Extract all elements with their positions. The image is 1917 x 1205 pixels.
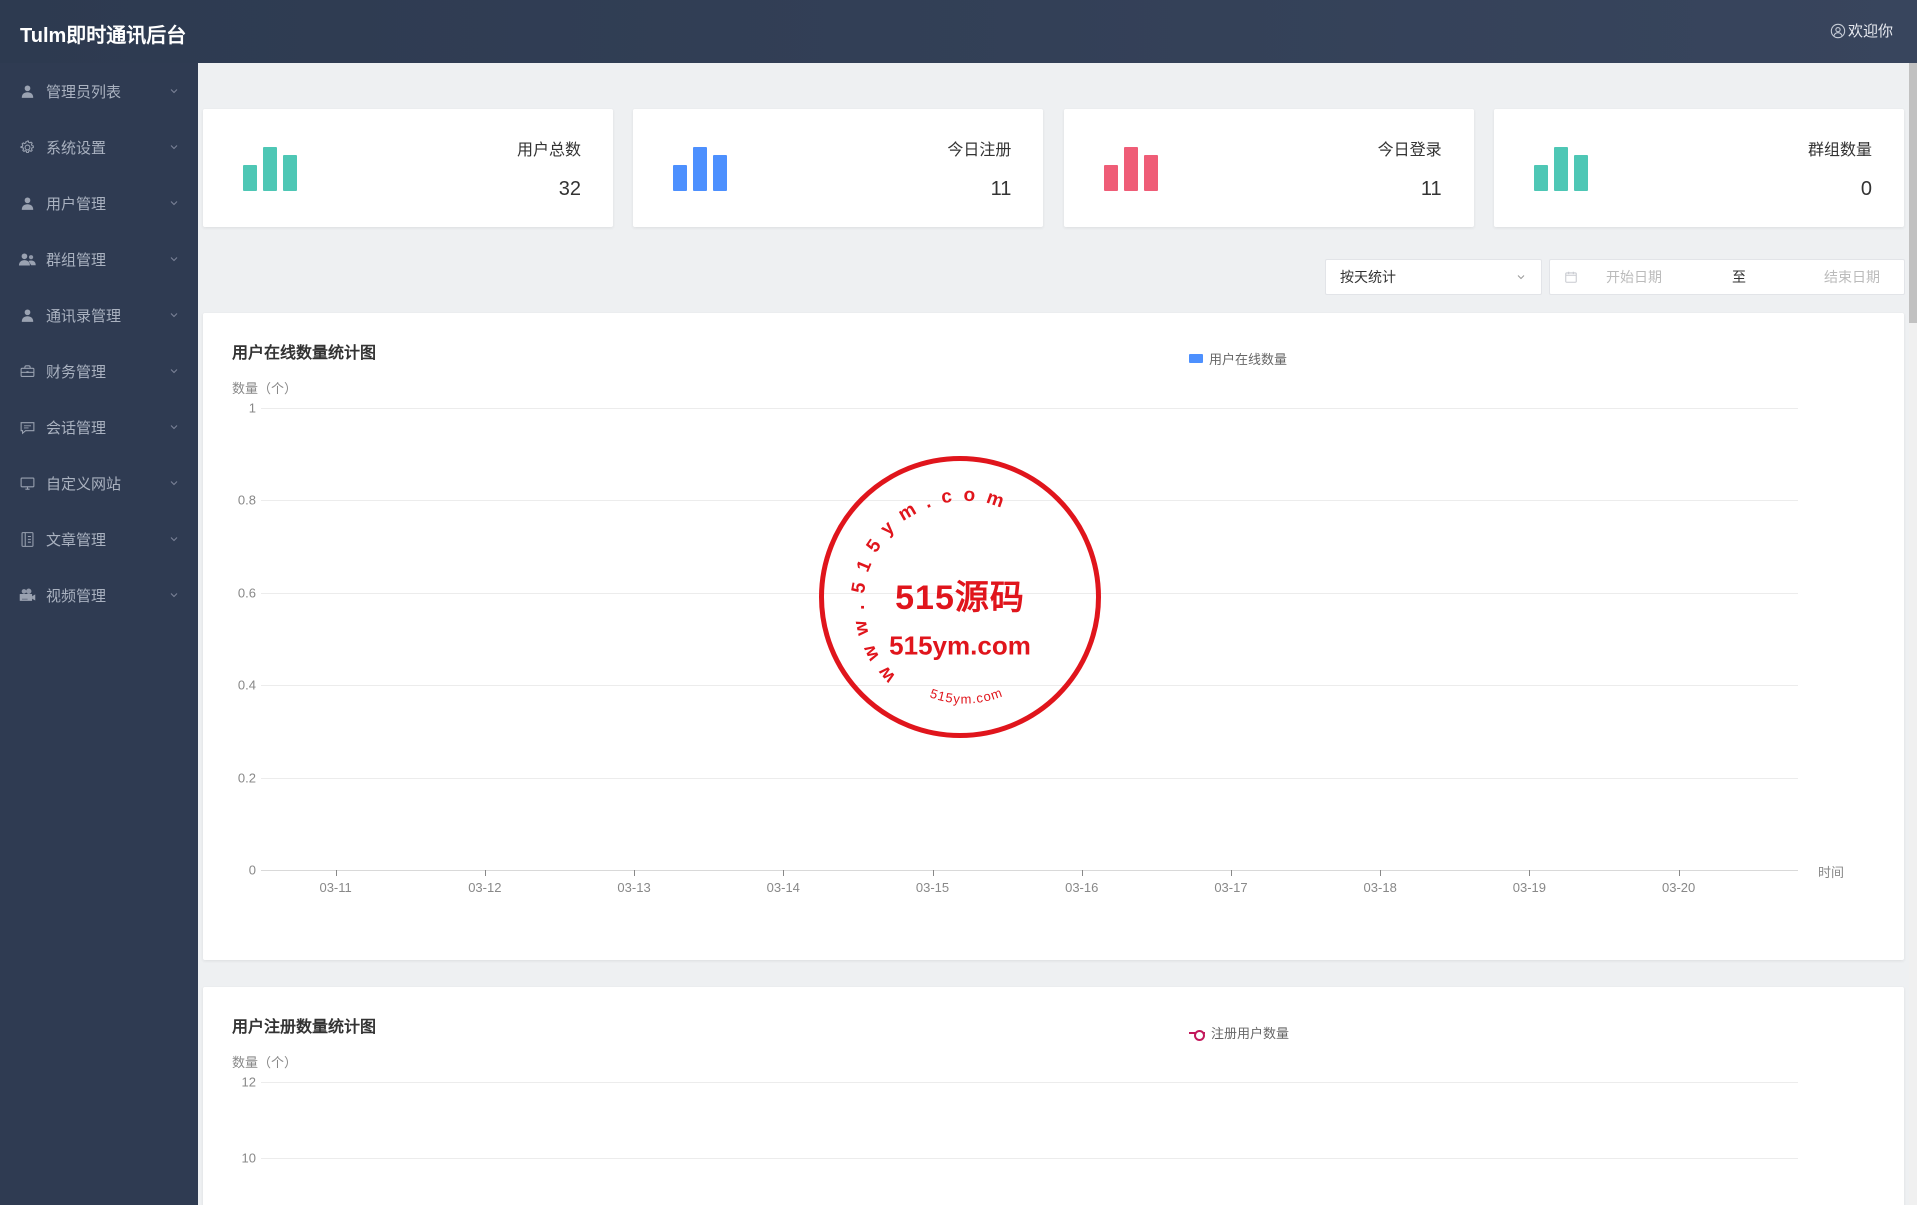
svg-text:515ym.com: 515ym.com (928, 685, 1005, 707)
